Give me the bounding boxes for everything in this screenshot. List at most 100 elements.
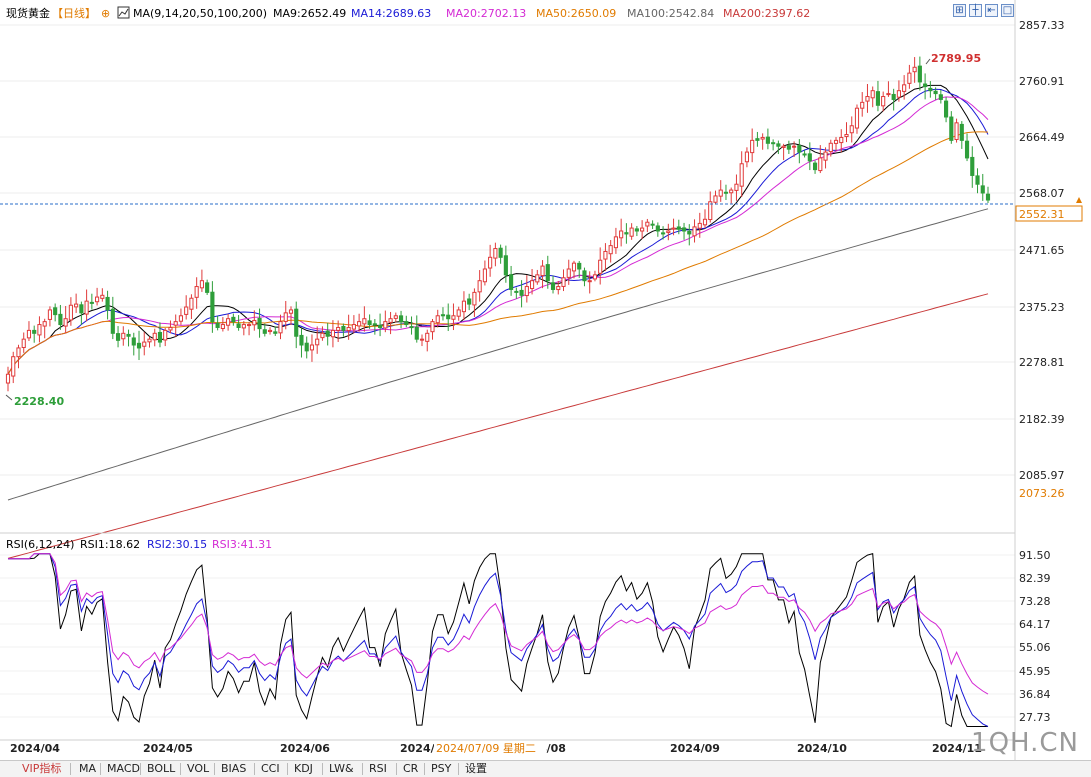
instrument-title: 现货黄金 xyxy=(6,6,50,20)
candlestick-series[interactable] xyxy=(5,56,991,392)
toolbar-item-lw[interactable]: LW& xyxy=(329,762,354,775)
candle-body xyxy=(451,315,456,320)
low-annotation-pointer xyxy=(5,394,13,401)
period-label[interactable]: 【日线】 xyxy=(52,6,96,20)
rsi-tick: 55.06 xyxy=(1019,641,1051,654)
candle-body xyxy=(891,93,896,100)
candle-body xyxy=(472,291,477,306)
price-tick: 2664.49 xyxy=(1019,131,1065,144)
candle-body xyxy=(865,96,870,102)
candle-body xyxy=(493,248,498,259)
candle-body xyxy=(294,308,299,337)
toolbar-item-cci[interactable]: CCI xyxy=(261,762,280,775)
candle-body xyxy=(330,329,335,338)
rsi-tick: 27.73 xyxy=(1019,711,1051,724)
candle-body xyxy=(812,162,818,171)
candle-body xyxy=(32,329,37,334)
candle-body xyxy=(430,321,435,333)
candle-body xyxy=(194,286,199,298)
candle-body xyxy=(173,321,178,326)
candle-body xyxy=(629,227,634,237)
candle-body xyxy=(398,315,404,323)
toolbar-item-boll[interactable]: BOLL xyxy=(147,762,176,775)
rsi1-line xyxy=(8,553,988,728)
candle-body xyxy=(713,195,718,203)
ma20-value: MA20:2702.13 xyxy=(446,7,526,20)
ma-params: MA(9,14,20,50,100,200) xyxy=(133,7,267,20)
zoom-fit-icon[interactable]: ⊞ xyxy=(953,4,966,17)
candle-body xyxy=(404,321,409,326)
candle-body xyxy=(477,280,482,293)
candle-body xyxy=(273,331,278,334)
candle-body xyxy=(944,100,949,118)
candle-body xyxy=(42,321,47,327)
candle-body xyxy=(205,282,210,293)
rsi-tick: 73.28 xyxy=(1019,595,1051,608)
rsi3-line xyxy=(8,553,989,695)
candle-body xyxy=(833,139,839,144)
candle-body xyxy=(854,107,860,129)
candle-body xyxy=(917,65,922,83)
candle-body xyxy=(157,331,163,343)
candle-body xyxy=(419,338,425,341)
candle-body xyxy=(723,191,729,194)
candle-body xyxy=(241,324,246,329)
candle-body xyxy=(503,255,508,276)
toolbar-item-psy[interactable]: PSY xyxy=(431,762,452,775)
toolbar-divider xyxy=(396,763,397,775)
price-tick: 2471.65 xyxy=(1019,244,1065,257)
candle-body xyxy=(252,319,257,326)
candle-body xyxy=(561,277,566,287)
toolbar-item-vip[interactable]: VIP指标 xyxy=(22,762,62,775)
maximize-icon[interactable]: □ xyxy=(1001,4,1014,17)
date-tick: 2024/05 xyxy=(143,742,193,755)
toolbar-item-kdj[interactable]: KDJ xyxy=(294,762,313,775)
crosshair-icon[interactable]: ┼ xyxy=(969,4,982,17)
toolbar-item-rsi[interactable]: RSI xyxy=(369,762,387,775)
toolbar-item-settings[interactable]: 设置 xyxy=(465,762,487,775)
candle-body xyxy=(257,317,262,330)
candle-body xyxy=(792,145,797,148)
candle-body xyxy=(231,316,236,323)
candle-body xyxy=(482,268,487,283)
candle-body xyxy=(760,136,765,140)
toolbar-divider xyxy=(322,763,323,775)
candle-body xyxy=(367,320,372,326)
candle-body xyxy=(509,274,514,290)
candle-body xyxy=(16,347,21,358)
date-tick: 2024/04 xyxy=(10,742,60,755)
candle-body xyxy=(383,321,388,329)
candle-body xyxy=(734,183,739,191)
date-tick: 2024/11 xyxy=(932,742,982,755)
toolbar-item-macd[interactable]: MACD xyxy=(107,762,140,775)
cursor-date-label: 2024/07/09 星期二 xyxy=(436,742,536,755)
candle-body xyxy=(372,323,377,326)
candle-body xyxy=(980,185,985,194)
toolbar-item-vol[interactable]: VOL xyxy=(187,762,210,775)
candle-body xyxy=(881,96,886,107)
rsi-lines xyxy=(8,553,989,728)
candle-body xyxy=(786,145,791,150)
candle-body xyxy=(634,228,639,232)
candle-body xyxy=(823,151,828,161)
toolbar-item-cr[interactable]: CR xyxy=(403,762,419,775)
add-indicator-icon[interactable]: ⊕ xyxy=(101,7,110,20)
restore-icon[interactable]: ⇤ xyxy=(985,4,998,17)
candle-body xyxy=(461,300,467,313)
candle-body xyxy=(220,324,225,330)
candle-body xyxy=(566,268,571,278)
candle-body xyxy=(912,66,917,73)
rsi-tick: 82.39 xyxy=(1019,572,1051,585)
grid-lines xyxy=(0,24,1015,718)
candle-body xyxy=(550,282,556,290)
price-tick: 2857.33 xyxy=(1019,19,1065,32)
candle-body xyxy=(341,325,346,331)
candle-body xyxy=(388,318,393,323)
candle-body xyxy=(393,315,398,319)
ma50-value: MA50:2650.09 xyxy=(536,7,616,20)
toolbar-item-ma[interactable]: MA xyxy=(79,762,97,775)
candle-body xyxy=(53,307,58,316)
candle-body xyxy=(545,264,550,282)
toolbar-item-bias[interactable]: BIAS xyxy=(221,762,247,775)
